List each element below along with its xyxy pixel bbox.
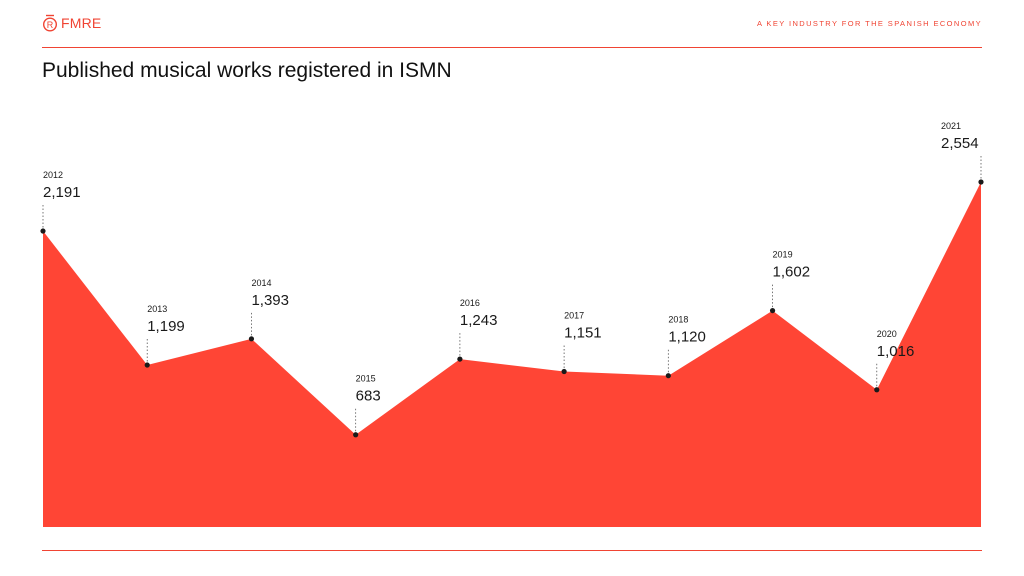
- value-label-2017: 1,151: [564, 325, 602, 342]
- value-label-2019: 1,602: [773, 264, 811, 281]
- data-point-2021: [978, 179, 984, 185]
- year-label-2019: 2019: [773, 250, 793, 260]
- data-point-2020: [874, 387, 880, 393]
- year-label-2018: 2018: [668, 315, 688, 325]
- year-label-2015: 2015: [356, 374, 376, 384]
- value-label-2021: 2,554: [941, 135, 979, 152]
- value-label-2014: 1,393: [251, 292, 289, 309]
- year-label-2021: 2021: [941, 121, 961, 131]
- bottom-divider: [42, 550, 982, 551]
- value-label-2016: 1,243: [460, 312, 498, 329]
- year-label-2014: 2014: [251, 278, 271, 288]
- year-label-2012: 2012: [43, 170, 63, 180]
- year-label-2013: 2013: [147, 304, 167, 314]
- r-circle-logo-icon: R: [42, 14, 58, 32]
- data-point-2019: [769, 307, 776, 314]
- brand-name: FMRE: [61, 15, 102, 31]
- year-label-2017: 2017: [564, 311, 584, 321]
- top-divider: [42, 47, 982, 48]
- data-point-2012: [40, 228, 46, 234]
- value-label-2012: 2,191: [43, 184, 81, 201]
- area-series: [43, 182, 981, 527]
- value-label-2013: 1,199: [147, 318, 185, 335]
- value-label-2015: 683: [356, 388, 381, 405]
- brand-logo: R FMRE: [42, 14, 101, 32]
- svg-text:R: R: [47, 20, 54, 30]
- header-tagline: A KEY INDUSTRY FOR THE SPANISH ECONOMY: [756, 19, 982, 28]
- data-point-2013: [144, 362, 150, 368]
- value-label-2018: 1,120: [668, 329, 706, 346]
- data-point-2017: [561, 368, 567, 375]
- data-point-2015: [353, 432, 359, 438]
- value-label-2020: 1,016: [877, 343, 915, 360]
- data-point-2014: [248, 336, 255, 342]
- data-point-2016: [457, 356, 463, 362]
- year-label-2020: 2020: [877, 329, 897, 339]
- year-label-2016: 2016: [460, 298, 480, 308]
- data-point-2018: [665, 373, 671, 379]
- chart-title: Published musical works registered in IS…: [42, 59, 452, 82]
